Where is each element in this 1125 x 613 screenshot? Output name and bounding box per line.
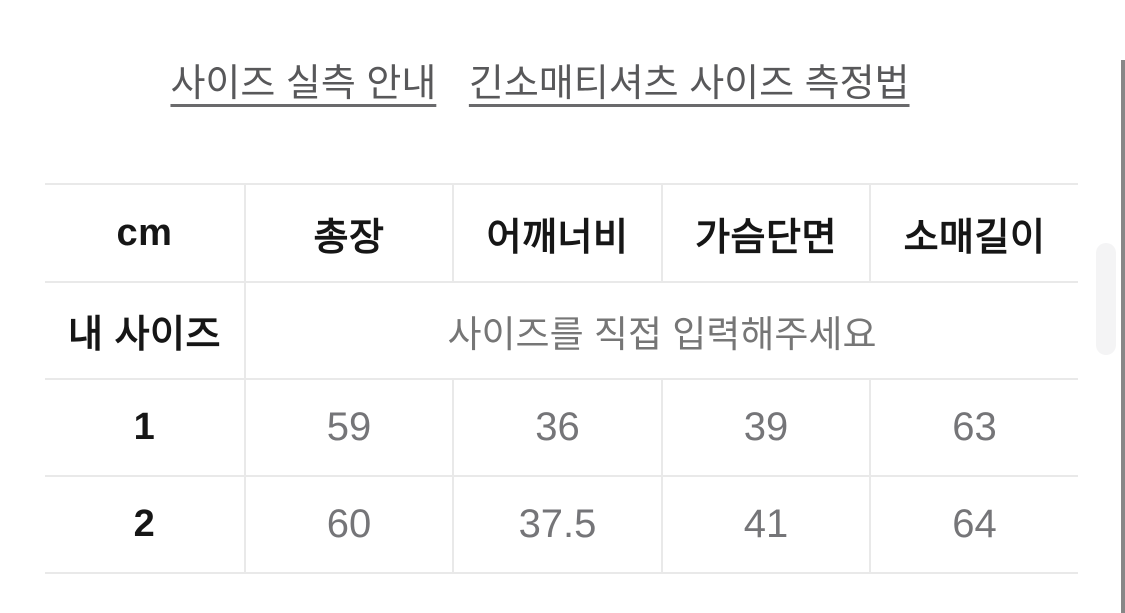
size-row-1: 1 59 36 39 63 bbox=[45, 379, 1078, 476]
size1-shoulder-width-cell: 36 bbox=[452, 379, 662, 476]
my-size-row: 내 사이즈 사이즈를 직접 입력해주세요 bbox=[45, 282, 1078, 379]
right-edge-line bbox=[1121, 60, 1125, 613]
column-header-total-length: 총장 bbox=[244, 184, 453, 282]
size-guide-link[interactable]: 사이즈 실측 안내 bbox=[170, 63, 437, 105]
size2-shoulder-width-cell: 37.5 bbox=[452, 476, 662, 573]
unit-header-cell: cm bbox=[116, 211, 173, 254]
size1-total-length-cell: 59 bbox=[244, 379, 453, 476]
size1-chest-width-cell: 39 bbox=[661, 379, 870, 476]
size-links-bar: 사이즈 실측 안내 긴소매티셔츠 사이즈 측정법 bbox=[0, 60, 1080, 108]
column-header-chest-width: 가슴단면 bbox=[661, 184, 870, 282]
my-size-label: 내 사이즈 bbox=[68, 314, 221, 356]
size2-chest-width-cell: 41 bbox=[661, 476, 870, 573]
size2-total-length-cell: 60 bbox=[244, 476, 453, 573]
my-size-input-cell[interactable]: 사이즈를 직접 입력해주세요 bbox=[244, 282, 1078, 379]
measure-method-link[interactable]: 긴소매티셔츠 사이즈 측정법 bbox=[468, 63, 910, 105]
size2-sleeve-length-cell: 64 bbox=[869, 476, 1078, 573]
column-header-shoulder-width: 어깨너비 bbox=[452, 184, 662, 282]
size-table: cm 총장 어깨너비 가슴단면 소매길이 내 사이즈 사이즈를 직접 입력해주세… bbox=[45, 183, 1078, 574]
scrollbar-thumb[interactable] bbox=[1096, 243, 1116, 355]
column-header-sleeve-length: 소매길이 bbox=[869, 184, 1078, 282]
table-header-row: cm 총장 어깨너비 가슴단면 소매길이 bbox=[45, 184, 1078, 282]
size1-sleeve-length-cell: 63 bbox=[869, 379, 1078, 476]
size-row-2-label: 2 bbox=[133, 503, 156, 545]
size-row-2: 2 60 37.5 41 64 bbox=[45, 476, 1078, 573]
size-row-1-label: 1 bbox=[133, 406, 156, 448]
